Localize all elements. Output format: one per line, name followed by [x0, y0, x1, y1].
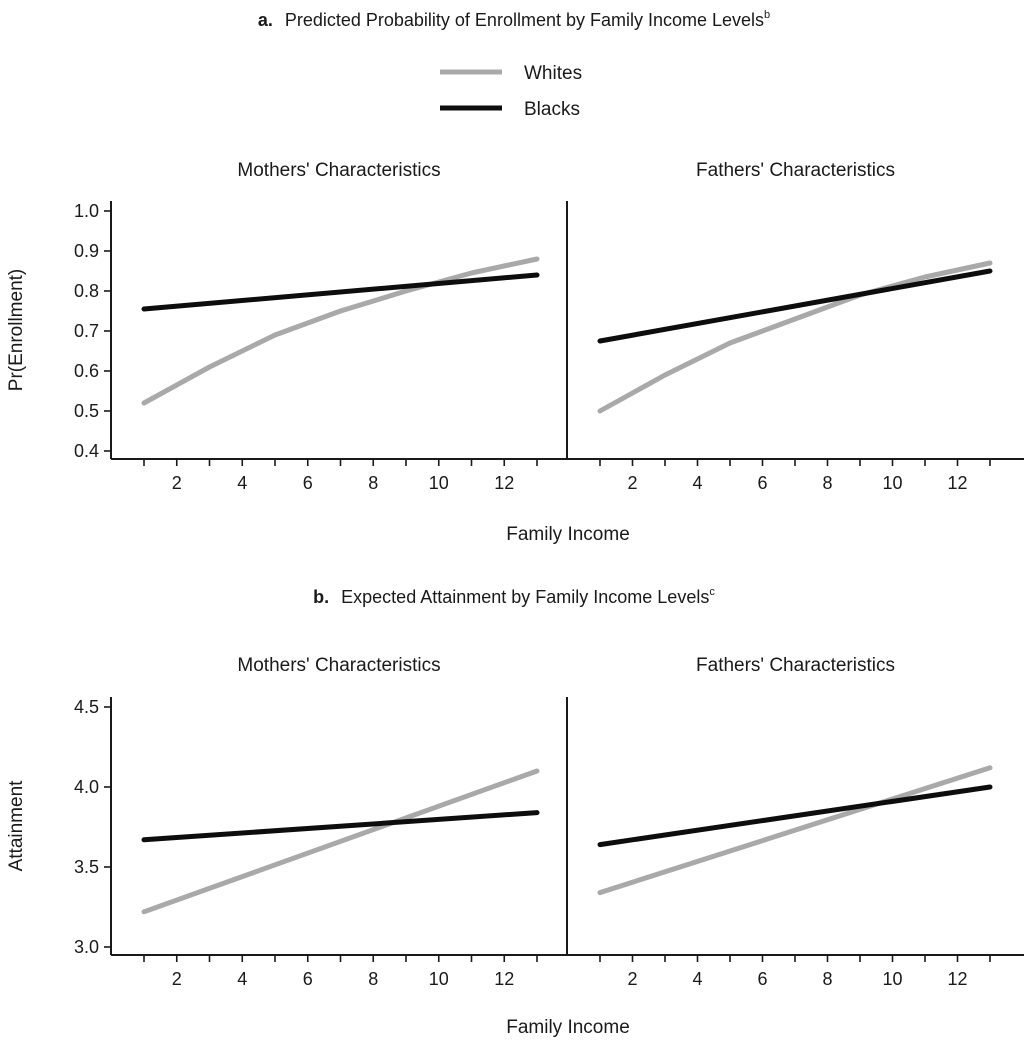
facet-title-b-0: Mothers' Characteristics [237, 655, 440, 676]
series-line-whites-b-1 [597, 765, 993, 896]
y-tick-label-b: 3.5 [74, 857, 99, 877]
chart-a-title-text: Predicted Probability of Enrollment by F… [285, 10, 764, 30]
chart-a: 0.4 0.5 0.6 0.7 0.8 0.9 1.0 Pr(Enrollment) Famil… [6, 160, 1024, 545]
x-tick-label-a-1: 8 [822, 473, 832, 493]
facet-title-b-1: Fathers' Characteristics [696, 655, 895, 676]
x-tick-label-b-1: 6 [757, 969, 767, 989]
y-tick-label-a: 0.6 [74, 361, 99, 381]
x-tick-label-b-0: 10 [429, 969, 449, 989]
x-tick-label-b-0: 8 [368, 969, 378, 989]
chart-a-title-sup: b [764, 9, 770, 21]
y-tick-label-a: 0.4 [74, 441, 99, 461]
x-axis-label-a: Family Income [506, 524, 630, 545]
x-tick-label-a-0: 4 [237, 473, 247, 493]
chart-b-title: b. Expected Attainment by Family Income L… [313, 586, 715, 607]
y-tick-label-b: 4.5 [74, 697, 99, 717]
series-line-whites-a-1 [597, 260, 993, 414]
y-tick-label-a: 0.5 [74, 401, 99, 421]
series-line-blacks-a-0 [141, 272, 540, 312]
y-tick-label-a: 1.0 [74, 201, 99, 221]
legend-label-whites: Whites [524, 63, 582, 84]
y-tick-label-a: 0.9 [74, 241, 99, 261]
x-tick-label-a-0: 8 [368, 473, 378, 493]
series-line-blacks-b-0 [141, 810, 540, 843]
series-line-whites-b-0 [141, 768, 540, 915]
y-axis-label-a: Pr(Enrollment) [6, 269, 27, 391]
x-tick-label-b-1: 2 [627, 969, 637, 989]
x-tick-label-b-1: 8 [822, 969, 832, 989]
series-line-blacks-a-1 [597, 268, 993, 344]
chart-b-title-text: Expected Attainment by Family Income Lev… [341, 587, 709, 607]
x-tick-label-b-0: 6 [303, 969, 313, 989]
x-tick-label-a-0: 12 [494, 473, 514, 493]
chart-b-title-sup: c [709, 586, 715, 598]
x-tick-label-b-1: 12 [947, 969, 967, 989]
x-axis-label-b: Family Income [506, 1017, 630, 1038]
x-tick-label-b-0: 12 [494, 969, 514, 989]
facet-title-a-1: Fathers' Characteristics [696, 160, 895, 181]
series-line-whites-a-0 [141, 256, 540, 406]
x-tick-label-a-1: 6 [757, 473, 767, 493]
y-tick-label-b: 3.0 [74, 937, 99, 957]
chart-b-letter: b. [313, 587, 329, 607]
x-tick-label-b-1: 10 [882, 969, 902, 989]
x-tick-label-a-1: 2 [627, 473, 637, 493]
y-axis-label-b: Attainment [6, 780, 27, 872]
legend: Whites Blacks [440, 63, 582, 120]
x-tick-label-b-0: 2 [172, 969, 182, 989]
chart-b: 3.0 3.5 4.0 4.5 Attainment Family Income Mothe… [6, 655, 1024, 1038]
y-tick-label-a: 0.7 [74, 321, 99, 341]
series-line-blacks-b-1 [597, 784, 993, 848]
facet-title-a-0: Mothers' Characteristics [237, 160, 440, 181]
x-tick-label-a-0: 2 [172, 473, 182, 493]
x-tick-label-a-0: 6 [303, 473, 313, 493]
x-tick-label-b-0: 4 [237, 969, 247, 989]
x-tick-label-b-1: 4 [692, 969, 702, 989]
x-tick-label-a-1: 10 [882, 473, 902, 493]
y-tick-label-b: 4.0 [74, 777, 99, 797]
x-tick-label-a-0: 10 [429, 473, 449, 493]
x-tick-label-a-1: 12 [947, 473, 967, 493]
x-tick-label-a-1: 4 [692, 473, 702, 493]
chart-a-letter: a. [258, 10, 273, 30]
chart-a-title: a. Predicted Probability of Enrollment by… [258, 9, 770, 30]
legend-label-blacks: Blacks [524, 99, 580, 120]
y-tick-label-a: 0.8 [74, 281, 99, 301]
